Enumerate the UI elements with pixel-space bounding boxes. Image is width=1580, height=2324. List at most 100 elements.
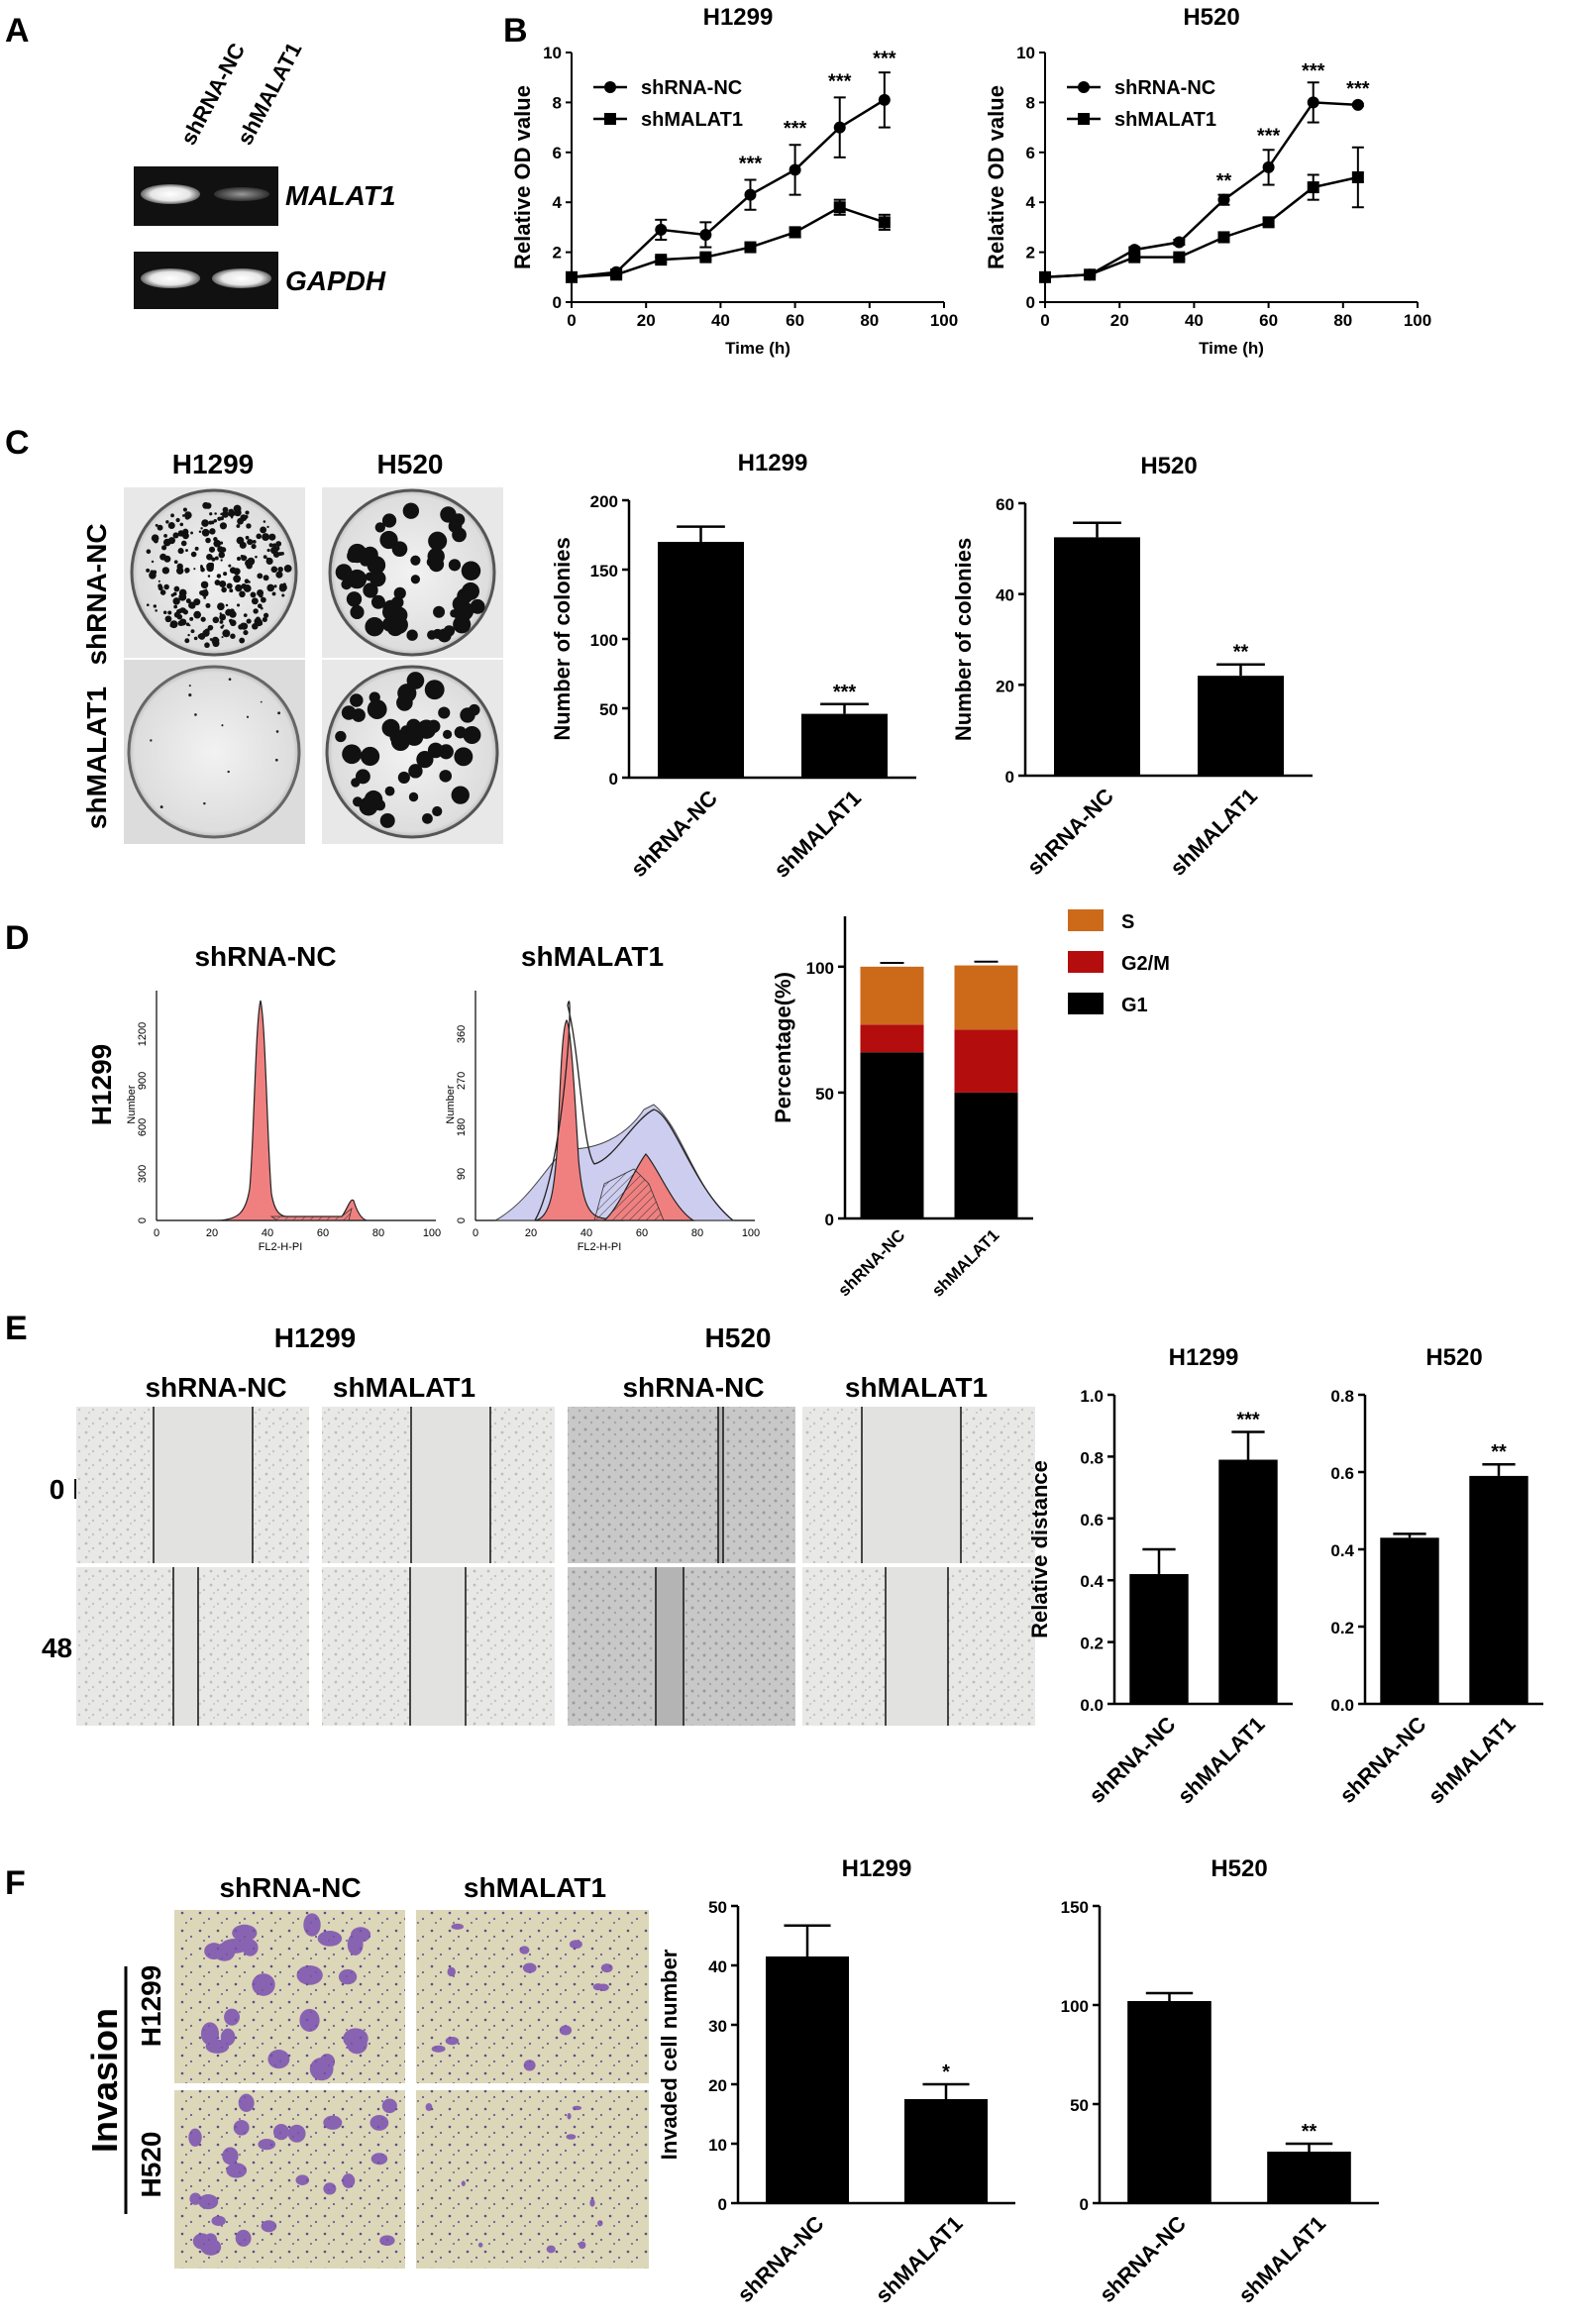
colony: [263, 575, 269, 581]
data-point: [699, 228, 712, 241]
colony: [263, 612, 269, 618]
colony: [220, 516, 224, 521]
colony: [461, 561, 481, 581]
y-tick-label: 150: [1061, 1898, 1089, 1917]
significance-mark: **: [1233, 642, 1249, 664]
y-tick-label: 100: [806, 959, 834, 978]
colony: [212, 616, 220, 624]
colony: [268, 533, 276, 541]
data-point: [744, 188, 757, 201]
colony: [220, 512, 223, 516]
colony: [180, 540, 187, 547]
y-tick-label: 20: [708, 2076, 727, 2095]
invaded-cell-cluster: [323, 2182, 337, 2195]
invaded-cell-cluster: [188, 2128, 202, 2147]
colony: [205, 588, 208, 591]
y-tick-label: 0.4: [1080, 1572, 1104, 1591]
invasion-img-h1299-nc: [174, 1910, 405, 2083]
colony: [193, 568, 196, 571]
legend-swatch-G2/M: [1068, 951, 1104, 973]
scratch-gap: [886, 1567, 948, 1726]
colony: [223, 572, 228, 577]
invaded-cell-cluster: [211, 2215, 226, 2227]
colony: [220, 541, 224, 545]
colony: [220, 625, 224, 629]
colony: [219, 580, 227, 588]
colony: [247, 538, 254, 546]
invaded-cell-cluster: [317, 1931, 343, 1947]
invaded-cell-cluster: [287, 2124, 306, 2143]
data-point: [1262, 160, 1275, 173]
invaded-cell-cluster: [351, 1927, 371, 1943]
invaded-cell-cluster: [235, 2229, 252, 2247]
data-point: [699, 251, 712, 264]
colony: [159, 553, 167, 561]
hist1-ytick-900: 900: [137, 1072, 149, 1090]
invaded-cell-cluster: [477, 2242, 483, 2248]
y-tick-label: 0.4: [1330, 1541, 1354, 1560]
colony: [200, 527, 203, 530]
y-tick-label: 4: [1026, 193, 1036, 212]
significance-mark: ***: [1257, 126, 1281, 148]
invasion-row-h520: H520: [136, 2132, 166, 2198]
colony: [350, 604, 365, 620]
colony: [442, 729, 453, 740]
y-tick-label: 50: [599, 700, 618, 719]
band-gapdh-sh: [212, 268, 271, 288]
colony: [448, 519, 463, 533]
colony: [155, 609, 158, 612]
invaded-cell-cluster: [200, 2238, 222, 2256]
colony: [163, 583, 169, 590]
colony: [220, 559, 223, 562]
colony: [460, 707, 475, 723]
colony: [346, 591, 363, 607]
y-tick-label: 2: [1026, 244, 1035, 263]
colony: [206, 553, 213, 561]
colony: [182, 609, 188, 615]
colony: [237, 517, 244, 525]
colony: [189, 616, 194, 621]
colony: [236, 524, 241, 528]
y-tick-label: 100: [590, 631, 618, 650]
gene-label-malat1: MALAT1: [285, 180, 395, 211]
invaded-cell-cluster: [447, 1966, 456, 1977]
scratch-cond-2: shMALAT1: [333, 1372, 475, 1403]
colony: [271, 591, 276, 596]
colony: [233, 575, 242, 583]
chart-title: H1299: [1169, 1344, 1239, 1371]
colony: [170, 513, 174, 518]
hist1-peaks: [217, 1000, 368, 1221]
x-tick-label: 60: [1259, 311, 1278, 330]
invaded-cell-cluster: [242, 1939, 259, 1956]
colony: [365, 617, 384, 637]
stacked-bar-chart-d: 0 50 100 Percentage(%) shRNA-NC shMALAT1 S G2/M…: [771, 909, 1170, 1301]
colony: [452, 595, 470, 613]
colony-row-shmalat1: shMALAT1: [81, 687, 112, 829]
x-tick-label: shMALAT1: [1423, 1712, 1521, 1809]
y-axis-label: Relative OD value: [984, 85, 1008, 269]
colony: [335, 564, 353, 581]
data-point: [878, 93, 891, 106]
colony: [198, 530, 202, 533]
colony: [251, 544, 257, 550]
colony: [217, 546, 224, 553]
bar-shRNA-NC: [1380, 1537, 1439, 1704]
colony: [263, 520, 266, 523]
colony: [390, 606, 408, 624]
invaded-cell-cluster: [596, 2220, 603, 2227]
colony: [275, 541, 282, 547]
colony: [221, 510, 230, 518]
data-point: [1307, 96, 1319, 109]
x-tick-label: shMALAT1: [928, 1225, 1002, 1300]
data-point: [1173, 251, 1186, 264]
colony: [184, 570, 189, 574]
x-tick-label: shMALAT1: [1165, 784, 1262, 881]
hist2-xtick-20: 20: [525, 1227, 537, 1239]
significance-mark: ***: [784, 118, 807, 140]
x-tick-label: 80: [1333, 311, 1352, 330]
colony: [219, 619, 224, 624]
x-tick-label: shMALAT1: [1233, 2211, 1330, 2308]
stack-S-shMALAT1: [954, 965, 1018, 1030]
x-tick-label: shRNA-NC: [732, 2211, 828, 2307]
hist2-g1-peak: [534, 1019, 625, 1221]
